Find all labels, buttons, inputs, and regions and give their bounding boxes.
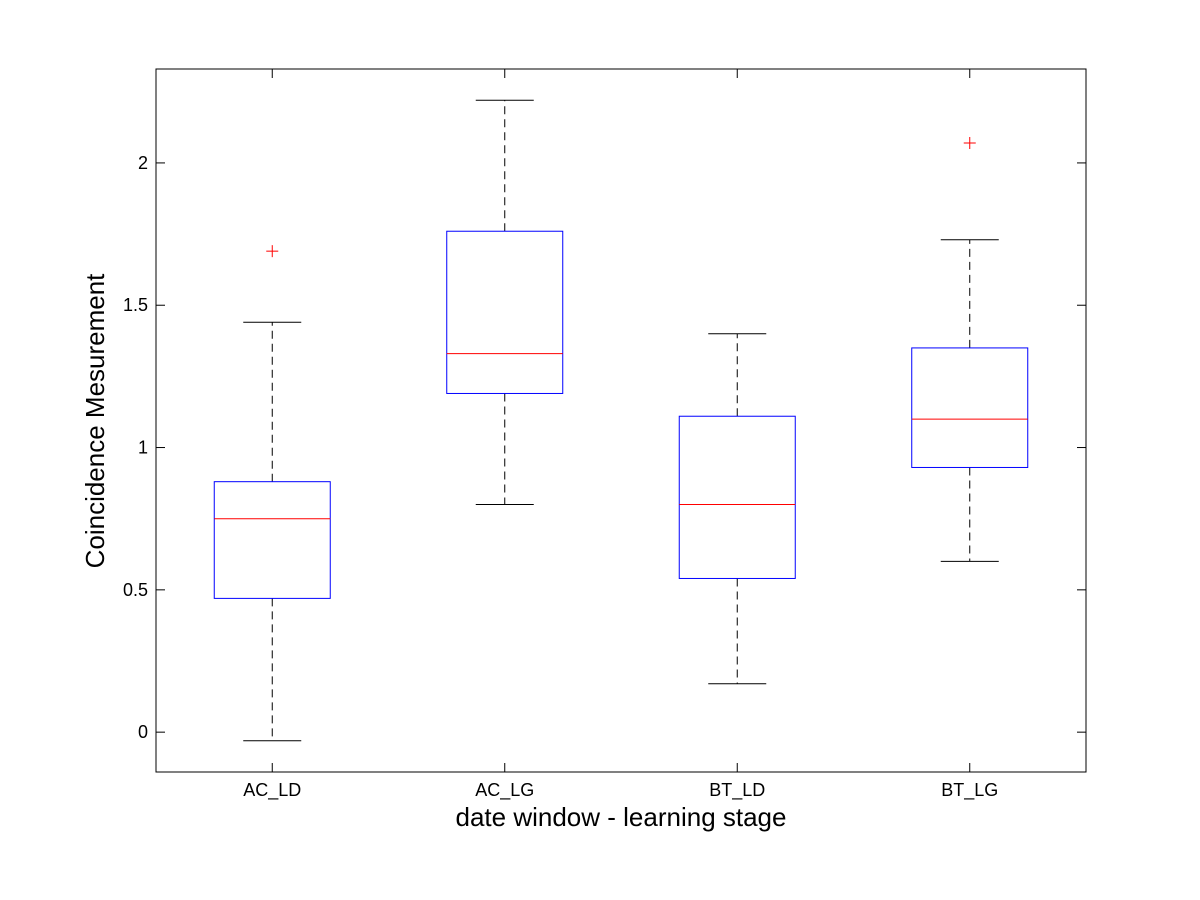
outlier-marker xyxy=(963,137,976,149)
y-tick-label: 0 xyxy=(138,722,148,742)
x-tick-label: BT_LD xyxy=(709,780,765,801)
box-iqr xyxy=(446,230,564,394)
x-axis-label: date window - learning stage xyxy=(456,802,787,832)
box-ac-lg xyxy=(446,99,564,505)
box-bt-ld xyxy=(678,333,796,685)
x-tick-label: AC_LD xyxy=(243,780,301,801)
box-bt-lg xyxy=(911,137,1029,562)
x-tick-label: AC_LG xyxy=(475,780,534,801)
y-tick-label: 2 xyxy=(138,153,148,173)
x-tick-label: BT_LG xyxy=(941,780,998,801)
box-iqr xyxy=(213,481,331,599)
plot-frame xyxy=(155,68,1087,773)
box-ac-ld xyxy=(213,245,331,742)
box-series xyxy=(213,99,1029,742)
x-axis: AC_LD AC_LG BT_LD BT_LG xyxy=(243,69,998,801)
box-iqr xyxy=(911,347,1029,468)
y-axis-label: Coincidence Mesurement xyxy=(80,273,110,569)
y-tick-label: 1 xyxy=(138,438,148,458)
y-tick-label: 0.5 xyxy=(123,580,148,600)
box-iqr xyxy=(678,415,796,579)
y-tick-label: 1.5 xyxy=(123,295,148,315)
outlier-marker xyxy=(266,245,279,258)
y-axis: 0 0.5 1 1.5 2 xyxy=(123,153,1086,742)
